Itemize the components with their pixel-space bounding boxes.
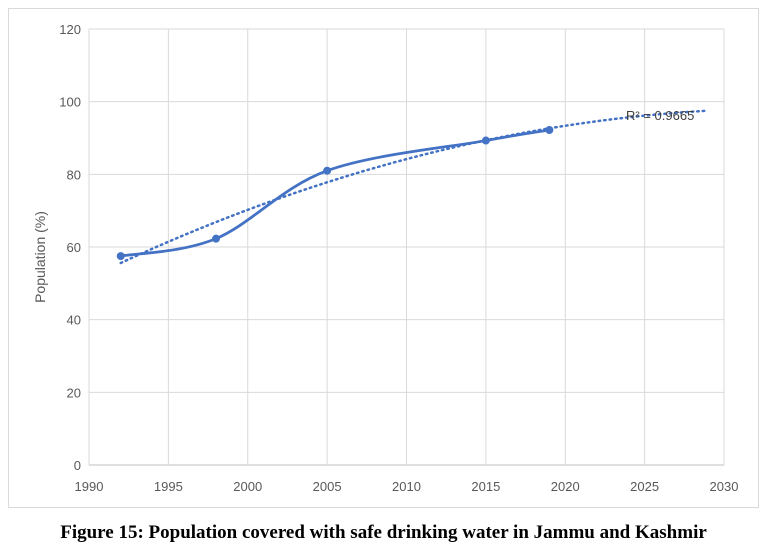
x-tick-label: 1995 xyxy=(154,479,183,494)
y-tick-label: 120 xyxy=(59,22,81,37)
x-tick-label: 2005 xyxy=(313,479,342,494)
figure-caption: Figure 15: Population covered with safe … xyxy=(60,522,707,543)
x-tick-label: 2015 xyxy=(471,479,500,494)
y-tick-label: 60 xyxy=(67,240,81,255)
tick-layer: 0 20 40 60 80 100 120 1990 1995 2000 2005 2010 2015 2… xyxy=(59,22,738,494)
x-tick-label: 2010 xyxy=(392,479,421,494)
x-tick-label: 2030 xyxy=(710,479,739,494)
chart-svg: 0 20 40 60 80 100 120 1990 1995 2000 2005 2010 2015 2… xyxy=(32,22,738,494)
y-tick-label: 0 xyxy=(74,458,81,473)
x-tick-label: 2000 xyxy=(233,479,262,494)
y-axis-title: Population (%) xyxy=(32,211,48,303)
y-tick-label: 40 xyxy=(67,313,81,328)
y-tick-label: 80 xyxy=(67,167,81,182)
x-tick-label: 1990 xyxy=(75,479,104,494)
x-tick-label: 2025 xyxy=(630,479,659,494)
chart-frame: 0 20 40 60 80 100 120 1990 1995 2000 2005 2010 2015 2… xyxy=(8,8,759,508)
data-point xyxy=(545,126,554,135)
y-tick-label: 100 xyxy=(59,95,81,110)
y-tick-label: 20 xyxy=(67,385,81,400)
point-layer xyxy=(116,126,554,261)
x-tick-label: 2020 xyxy=(551,479,580,494)
data-point xyxy=(481,136,490,145)
data-point xyxy=(116,252,125,261)
series-line xyxy=(120,128,550,258)
trendline xyxy=(119,109,710,265)
data-point xyxy=(212,234,220,243)
grid-layer xyxy=(88,28,725,466)
trendline-r2-label: R² = 0.9665 xyxy=(626,108,694,123)
data-point xyxy=(323,166,332,175)
